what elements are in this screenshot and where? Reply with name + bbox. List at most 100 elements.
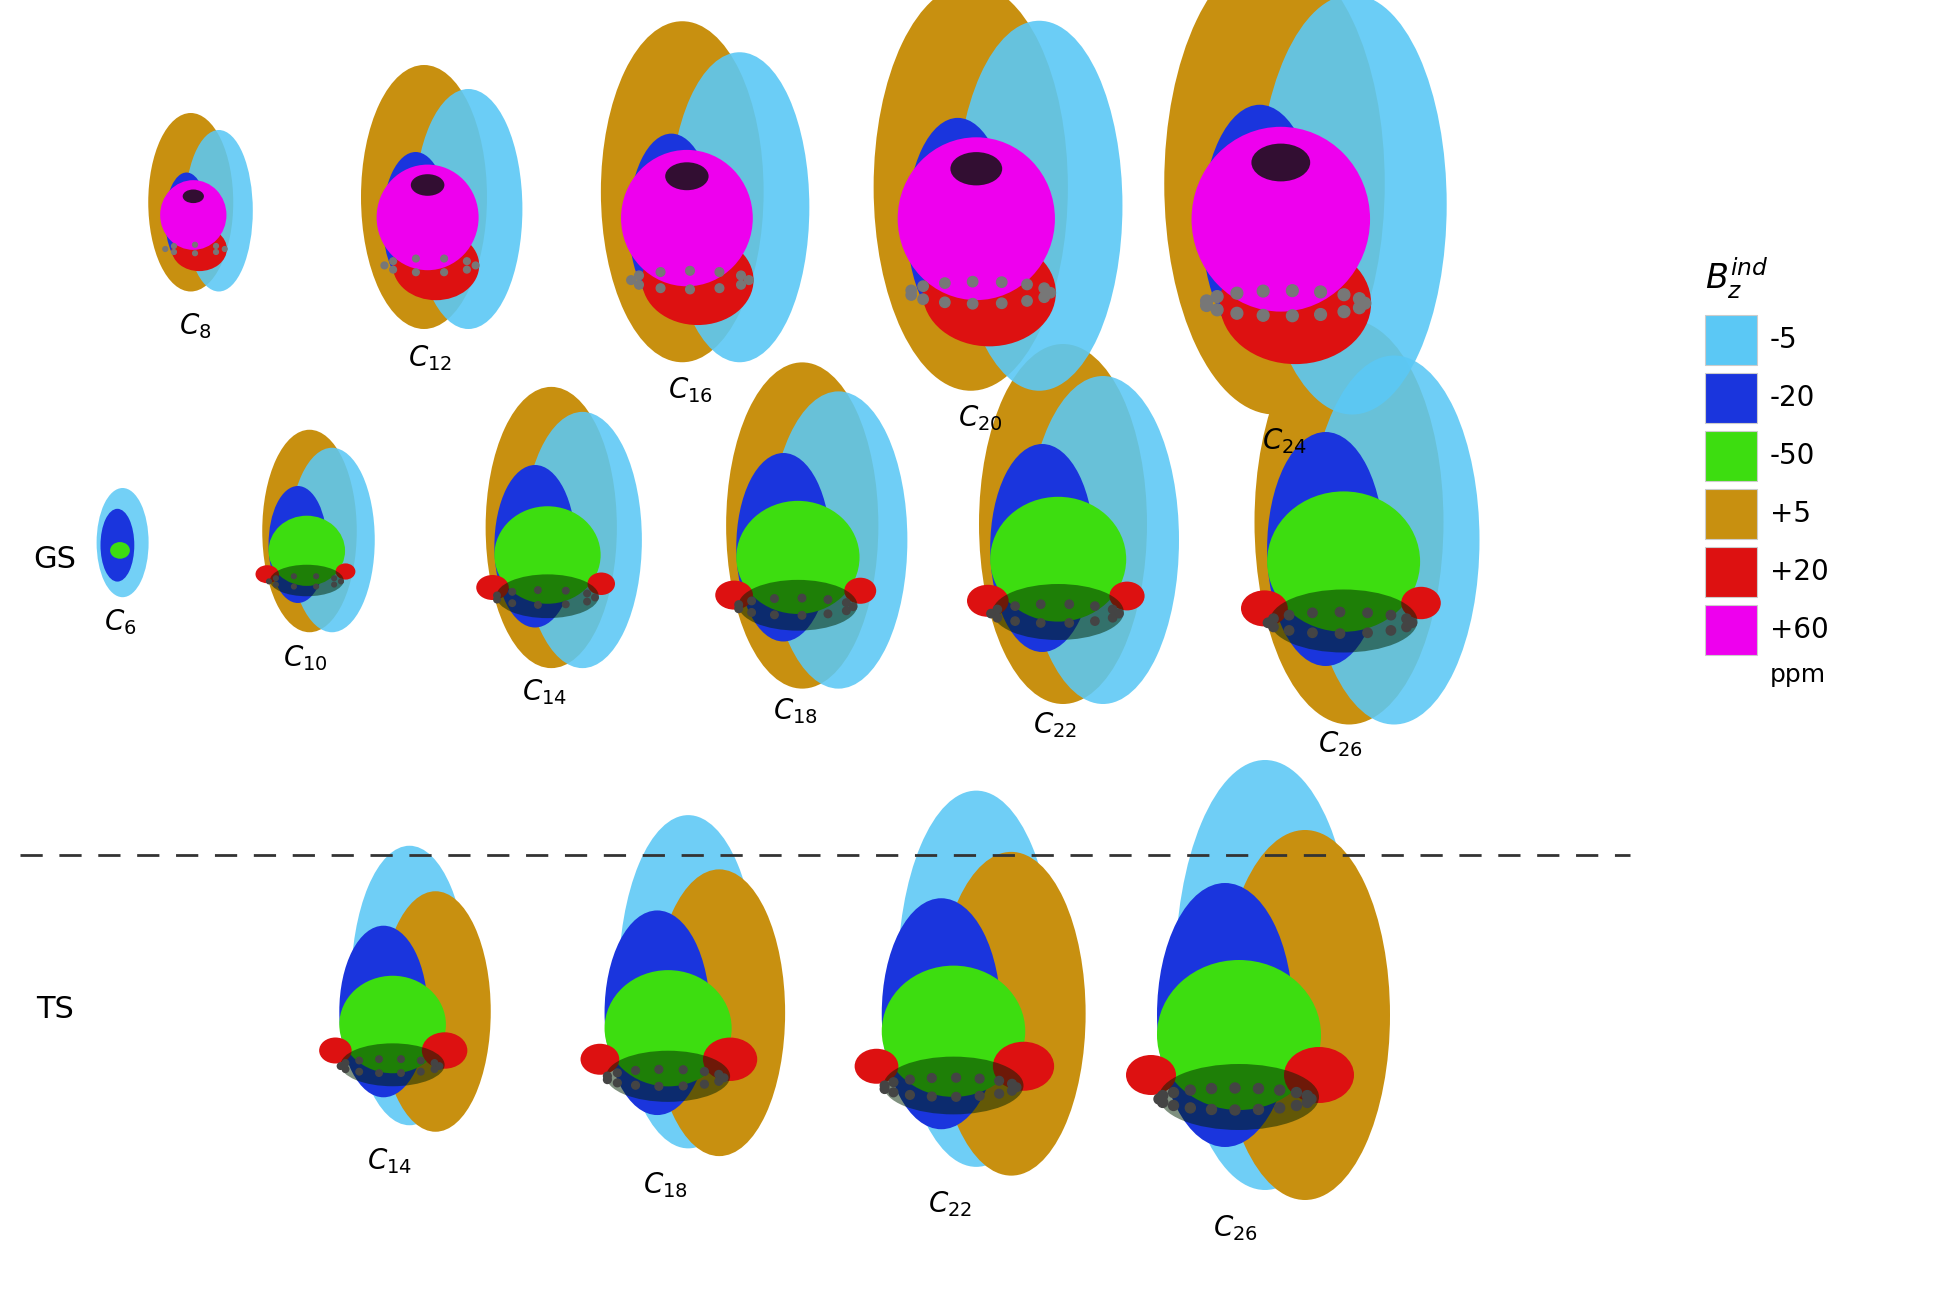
Circle shape <box>563 602 569 608</box>
Circle shape <box>194 243 197 247</box>
Text: $C_{12}$: $C_{12}$ <box>408 343 453 373</box>
Circle shape <box>464 258 470 265</box>
Circle shape <box>213 249 219 254</box>
Circle shape <box>1186 1103 1196 1113</box>
Text: ppm: ppm <box>1771 663 1827 686</box>
Circle shape <box>906 290 917 300</box>
Circle shape <box>880 1081 888 1090</box>
Circle shape <box>1308 608 1318 617</box>
Circle shape <box>1186 1084 1196 1095</box>
Circle shape <box>1353 301 1366 313</box>
Circle shape <box>1153 1094 1165 1104</box>
Circle shape <box>381 262 387 269</box>
Circle shape <box>1037 619 1045 628</box>
Circle shape <box>993 613 1002 622</box>
Circle shape <box>824 596 832 603</box>
Text: $C_{16}$: $C_{16}$ <box>668 376 712 406</box>
Ellipse shape <box>1126 1054 1176 1095</box>
Circle shape <box>906 286 917 295</box>
Ellipse shape <box>1285 1047 1354 1103</box>
Ellipse shape <box>619 816 759 1148</box>
Ellipse shape <box>956 21 1122 390</box>
Circle shape <box>472 262 480 269</box>
Circle shape <box>635 271 642 279</box>
Bar <box>1705 489 1757 539</box>
Ellipse shape <box>991 444 1093 652</box>
Circle shape <box>635 281 642 290</box>
Circle shape <box>1291 1100 1302 1111</box>
Ellipse shape <box>1219 830 1389 1201</box>
Ellipse shape <box>726 363 878 689</box>
Circle shape <box>993 606 1002 613</box>
Circle shape <box>1064 619 1074 628</box>
Ellipse shape <box>1267 432 1384 666</box>
Circle shape <box>412 256 420 262</box>
Circle shape <box>1109 613 1116 622</box>
Circle shape <box>1064 600 1074 608</box>
Ellipse shape <box>1267 492 1420 632</box>
Text: -50: -50 <box>1771 442 1815 470</box>
Circle shape <box>631 1082 639 1090</box>
Circle shape <box>1358 298 1370 309</box>
Circle shape <box>584 590 590 596</box>
Ellipse shape <box>186 130 253 291</box>
Circle shape <box>745 275 753 284</box>
Ellipse shape <box>1258 0 1447 415</box>
Circle shape <box>631 1066 639 1074</box>
Circle shape <box>952 1092 960 1101</box>
Circle shape <box>1039 292 1049 303</box>
Ellipse shape <box>161 180 226 249</box>
Circle shape <box>1287 284 1298 296</box>
Circle shape <box>1045 287 1055 298</box>
Circle shape <box>685 266 695 275</box>
Ellipse shape <box>255 565 279 583</box>
Circle shape <box>331 576 337 581</box>
Circle shape <box>509 589 515 595</box>
Circle shape <box>997 298 1006 308</box>
Ellipse shape <box>993 585 1124 639</box>
Ellipse shape <box>350 846 468 1125</box>
Circle shape <box>747 598 755 604</box>
Circle shape <box>375 1070 383 1077</box>
Circle shape <box>1401 622 1411 632</box>
Circle shape <box>1202 295 1213 307</box>
Circle shape <box>1231 1105 1240 1114</box>
Text: $C_{14}$: $C_{14}$ <box>522 677 567 706</box>
Circle shape <box>418 1057 424 1064</box>
Circle shape <box>940 278 950 288</box>
Circle shape <box>1308 628 1318 637</box>
Circle shape <box>1207 1104 1217 1114</box>
Circle shape <box>906 1075 915 1084</box>
Circle shape <box>997 277 1006 287</box>
Circle shape <box>1022 296 1031 307</box>
Ellipse shape <box>422 1032 468 1069</box>
Circle shape <box>700 1067 708 1075</box>
Circle shape <box>995 1077 1004 1086</box>
Circle shape <box>770 595 778 603</box>
Ellipse shape <box>1109 582 1146 611</box>
Circle shape <box>613 1069 621 1077</box>
Circle shape <box>679 1066 687 1074</box>
Ellipse shape <box>1269 590 1418 652</box>
Circle shape <box>604 1073 611 1081</box>
Circle shape <box>679 1082 687 1090</box>
Circle shape <box>1211 291 1223 303</box>
Circle shape <box>389 258 397 265</box>
Circle shape <box>1231 308 1242 320</box>
Ellipse shape <box>1202 104 1318 346</box>
Circle shape <box>584 598 590 604</box>
Circle shape <box>975 1074 985 1083</box>
Ellipse shape <box>993 1041 1055 1091</box>
Circle shape <box>1169 1087 1178 1098</box>
Circle shape <box>1091 602 1099 611</box>
Ellipse shape <box>172 227 226 271</box>
Ellipse shape <box>844 578 877 604</box>
Ellipse shape <box>288 448 375 632</box>
Ellipse shape <box>1159 1064 1320 1130</box>
Circle shape <box>927 1092 937 1101</box>
Circle shape <box>1335 607 1345 617</box>
Ellipse shape <box>1165 0 1385 415</box>
Circle shape <box>432 1060 437 1066</box>
Circle shape <box>656 268 666 277</box>
Circle shape <box>356 1057 362 1064</box>
